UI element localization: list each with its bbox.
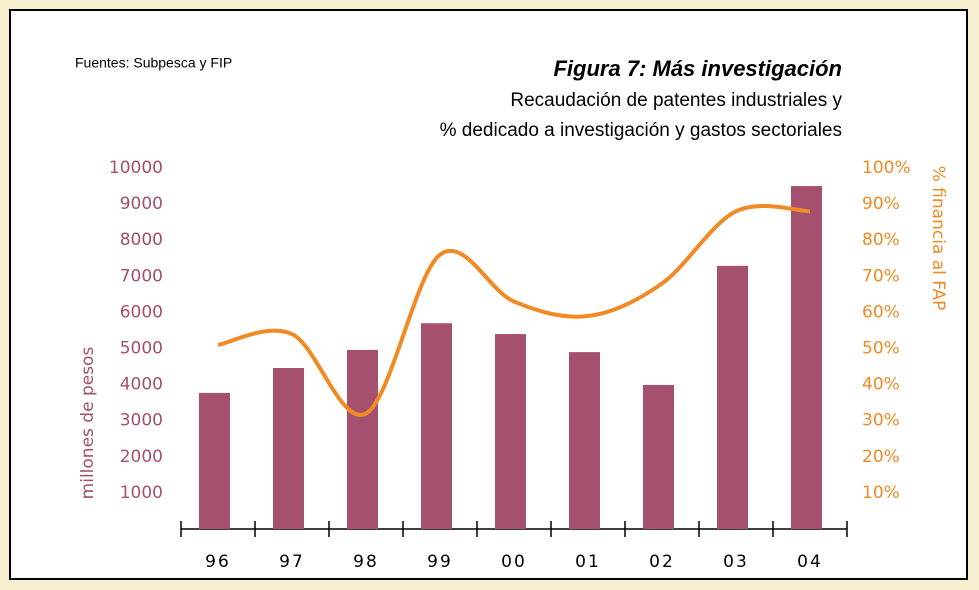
bar xyxy=(199,392,230,529)
y2-tick-label: 100% xyxy=(862,158,911,178)
bar xyxy=(643,384,674,529)
y-tick-label: 10000 xyxy=(109,158,163,178)
bar xyxy=(717,265,748,529)
x-tick-label: 98 xyxy=(353,552,379,572)
y-tick-label: 5000 xyxy=(120,339,163,359)
x-tick-label: 96 xyxy=(205,552,231,572)
chart-title: Figura 7: Más investigación xyxy=(553,56,842,81)
source-note: Fuentes: Subpesca y FIP xyxy=(75,55,232,71)
x-tick-label: 99 xyxy=(427,552,453,572)
y-tick-label: 9000 xyxy=(120,194,163,214)
bar xyxy=(421,323,452,529)
x-tick-label: 01 xyxy=(575,552,601,572)
y-tick-label: 7000 xyxy=(120,266,163,286)
y2-tick-label: 20% xyxy=(862,447,900,467)
y-tick-label: 2000 xyxy=(120,447,163,467)
y2-tick-label: 10% xyxy=(862,483,900,503)
y-tick-label: 8000 xyxy=(120,230,163,250)
y-tick-label: 3000 xyxy=(120,411,163,431)
y-axis-label: millones de pesos xyxy=(78,347,98,500)
bar xyxy=(347,349,378,529)
y2-tick-label: 30% xyxy=(862,411,900,431)
y2-tick-label: 40% xyxy=(862,375,900,395)
x-tick-label: 97 xyxy=(279,552,305,572)
y2-tick-label: 90% xyxy=(862,194,900,214)
y2-axis-label: % financia al FAP xyxy=(928,166,948,311)
y2-tick-label: 50% xyxy=(862,339,900,359)
x-tick-label: 03 xyxy=(723,552,749,572)
bar xyxy=(791,186,822,530)
x-tick-label: 00 xyxy=(501,552,527,572)
line xyxy=(217,203,811,417)
bar xyxy=(273,367,304,529)
x-tick-label: 04 xyxy=(797,552,823,572)
chart-subtitle: Recaudación de patentes industriales y xyxy=(510,90,842,111)
chart-subtitle: % dedicado a investigación y gastos sect… xyxy=(440,120,842,141)
bar xyxy=(569,352,600,529)
y-tick-label: 1000 xyxy=(120,483,163,503)
y-tick-label: 6000 xyxy=(120,302,163,322)
y-tick-label: 4000 xyxy=(120,375,163,395)
y2-tick-label: 60% xyxy=(862,302,900,322)
x-tick-label: 02 xyxy=(649,552,675,572)
bar xyxy=(495,334,526,529)
y2-tick-label: 80% xyxy=(862,230,900,250)
y2-tick-label: 70% xyxy=(862,266,900,286)
